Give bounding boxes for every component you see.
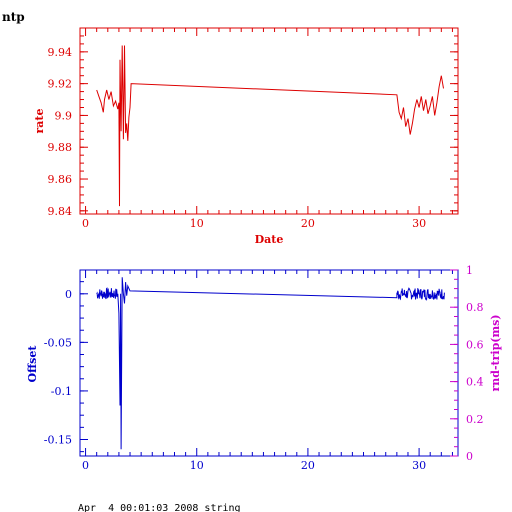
offset-series-line [96,277,445,450]
y-tick-label: 9.88 [48,141,73,154]
timestamp-footer: Apr 4 00:01:03 2008 string [78,503,241,512]
x-tick-label: 10 [190,217,204,230]
y2-axis-label: rnd-trip(ms) [489,314,502,391]
y-tick-label: 9.86 [48,173,73,186]
y-tick-label: -0.05 [44,336,72,349]
rate-x-ticks: 0 10 20 30 [82,28,453,230]
rndtrip-y-ticks: 0 0.2 0.4 0.6 0.8 1 [450,264,484,463]
rate-chart: ntp 0 10 20 30 9.84 9.86 9.88 9.9 9.92 9.94 Date… [2,10,459,246]
x-axis-label: Date [255,233,284,246]
offset-plot-frame [79,269,459,457]
y-tick-label: 9.94 [48,46,73,59]
y-axis-label: Offset [26,345,39,383]
x-tick-label: 30 [412,217,426,230]
y2-tick-label: 0 [466,450,473,463]
x-tick-label: 0 [82,459,89,472]
x-tick-label: 20 [301,459,315,472]
y2-tick-label: 1 [466,264,473,277]
rate-series-line [96,45,444,207]
y2-tick-label: 0.4 [466,376,484,389]
y2-tick-label: 0.6 [466,338,484,351]
x-tick-label: 0 [82,217,89,230]
y2-tick-label: 0.8 [466,301,484,314]
y-tick-label: 9.84 [48,205,73,218]
offset-chart: 0 10 20 30 0 -0.05 -0.1 -0.15 0 0.2 0.4 0.6 0.8 1 O… [26,264,502,472]
y-tick-label: -0.1 [51,385,72,398]
offset-y-ticks: 0 -0.05 -0.1 -0.15 [44,281,88,453]
chart-title: ntp [2,10,25,24]
x-tick-label: 20 [301,217,315,230]
y-tick-label: -0.15 [44,433,72,446]
y-tick-label: 0 [65,288,72,301]
x-tick-label: 30 [412,459,426,472]
x-tick-label: 10 [190,459,204,472]
y-tick-label: 9.9 [55,109,73,122]
rate-plot-frame [79,27,459,215]
y-axis-label: rate [33,108,46,133]
rate-y-ticks: 9.84 9.86 9.88 9.9 9.92 9.94 [48,27,458,218]
y2-tick-label: 0.2 [466,413,484,426]
offset-x-ticks: 0 10 20 30 [82,270,453,472]
y-tick-label: 9.92 [48,78,73,91]
